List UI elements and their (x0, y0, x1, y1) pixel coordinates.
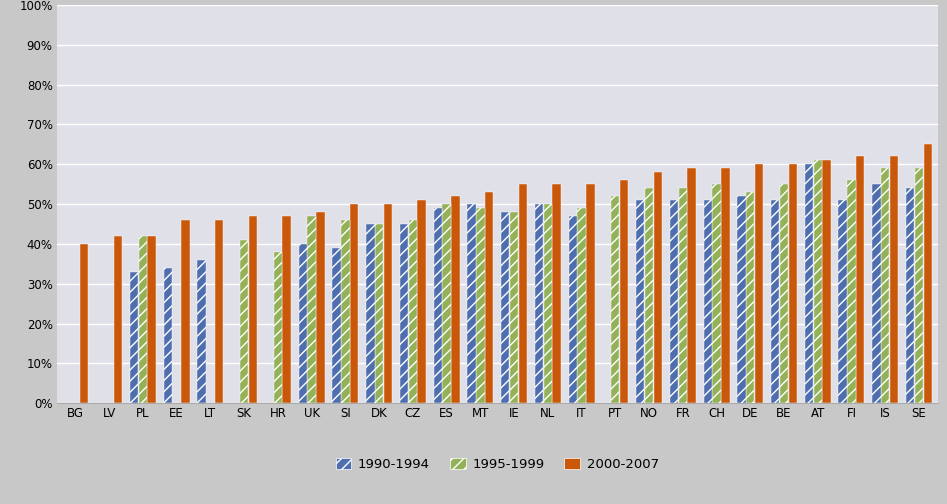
Bar (568, 216, 577, 403)
Bar (509, 212, 518, 403)
Bar (552, 184, 561, 403)
Bar (197, 260, 205, 403)
Bar (130, 272, 138, 403)
Bar (805, 164, 813, 403)
Bar (476, 208, 485, 403)
Bar (544, 204, 552, 403)
Bar (519, 184, 527, 403)
Bar (645, 188, 653, 403)
Bar (704, 200, 712, 403)
Bar (789, 164, 797, 403)
Bar (240, 240, 248, 403)
Bar (688, 168, 696, 403)
Bar (915, 168, 923, 403)
Bar (848, 180, 856, 403)
Bar (485, 192, 493, 403)
Bar (249, 216, 257, 403)
Bar (114, 236, 122, 403)
Bar (906, 188, 915, 403)
Bar (755, 164, 763, 403)
Bar (341, 220, 349, 403)
Bar (442, 204, 451, 403)
Bar (813, 160, 822, 403)
Bar (164, 268, 172, 403)
Bar (274, 252, 282, 403)
Bar (282, 216, 291, 403)
Bar (467, 204, 475, 403)
Bar (712, 184, 721, 403)
Bar (332, 248, 341, 403)
Bar (586, 184, 595, 403)
Bar (400, 224, 408, 403)
Bar (636, 200, 645, 403)
Bar (138, 236, 147, 403)
Bar (298, 244, 307, 403)
Bar (384, 204, 392, 403)
Bar (80, 244, 88, 403)
Bar (890, 156, 898, 403)
Bar (611, 196, 619, 403)
Bar (670, 200, 678, 403)
Bar (215, 220, 223, 403)
Bar (308, 216, 315, 403)
Bar (746, 192, 755, 403)
Bar (923, 145, 932, 403)
Bar (375, 224, 384, 403)
Bar (856, 156, 865, 403)
Bar (822, 160, 831, 403)
Bar (679, 188, 687, 403)
Bar (181, 220, 189, 403)
Bar (366, 224, 374, 403)
Bar (418, 200, 426, 403)
Bar (620, 180, 628, 403)
Bar (408, 220, 417, 403)
Bar (838, 200, 847, 403)
Bar (349, 204, 358, 403)
Bar (501, 212, 509, 403)
Bar (316, 212, 325, 403)
Bar (721, 168, 729, 403)
Bar (535, 204, 544, 403)
Bar (434, 208, 442, 403)
Bar (653, 172, 662, 403)
Bar (779, 184, 788, 403)
Legend: 1990-1994, 1995-1999, 2000-2007: 1990-1994, 1995-1999, 2000-2007 (331, 452, 664, 476)
Bar (451, 196, 459, 403)
Bar (771, 200, 779, 403)
Bar (872, 184, 881, 403)
Bar (148, 236, 156, 403)
Bar (881, 168, 889, 403)
Bar (578, 208, 586, 403)
Bar (738, 196, 745, 403)
